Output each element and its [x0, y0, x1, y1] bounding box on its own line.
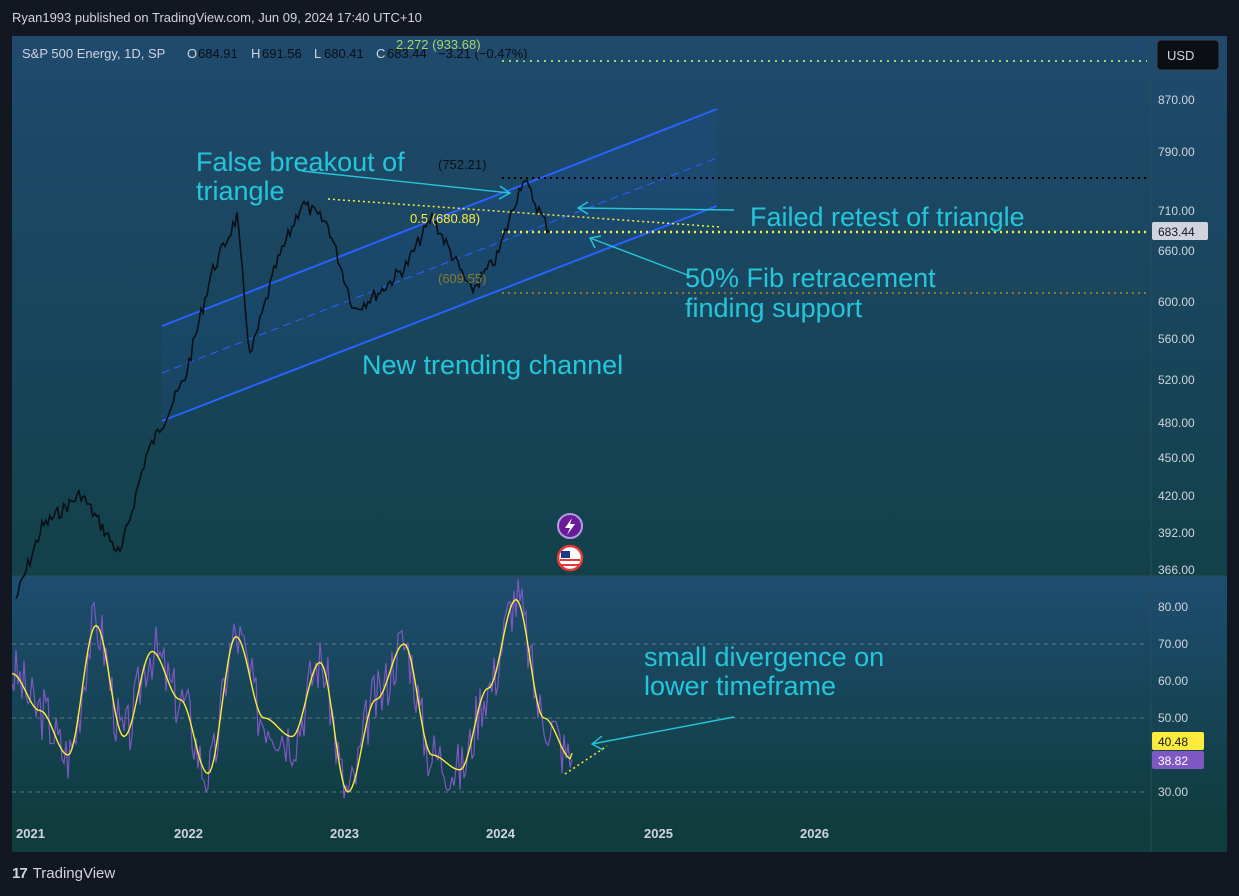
legend-c-value: 683.44	[387, 46, 427, 61]
price-badge-text: 683.44	[1158, 225, 1195, 239]
legend-c-label: C	[376, 46, 385, 61]
rsi-tick: 30.00	[1158, 785, 1188, 799]
legend-change: −3.21 (−0.47%)	[438, 46, 528, 61]
price-tick: 420.00	[1158, 489, 1195, 503]
rsi-ma-badge-text: 40.48	[1158, 735, 1188, 749]
price-axis[interactable]: 870.00 790.00 710.00 660.00 600.00 560.0…	[1158, 93, 1195, 577]
price-tick: 710.00	[1158, 204, 1195, 218]
rsi-ma-badge: 40.48	[1152, 732, 1204, 750]
channel-fill	[162, 109, 717, 421]
annotation-fib-support-2: finding support	[685, 293, 863, 323]
rsi-tick: 60.00	[1158, 674, 1188, 688]
channel-upper-line[interactable]	[161, 108, 718, 327]
price-tick: 560.00	[1158, 332, 1195, 346]
us-flag-icon[interactable]	[556, 544, 584, 572]
rsi-tick: 80.00	[1158, 600, 1188, 614]
legend-o-label: O	[187, 46, 197, 61]
legend-symbol: S&P 500 Energy, 1D, SP	[22, 46, 165, 61]
fib-mid-label: 0.5 (680.88)	[410, 211, 480, 226]
price-tick: 450.00	[1158, 451, 1195, 465]
legend-h-label: H	[251, 46, 260, 61]
price-tick: 480.00	[1158, 416, 1195, 430]
rsi-pane-bg	[12, 576, 1227, 816]
price-candles[interactable]	[15, 179, 550, 599]
time-axis-bg	[12, 816, 1227, 852]
time-tick: 2025	[644, 826, 673, 841]
annotation-divergence-2: lower timeframe	[644, 671, 836, 701]
price-tick: 366.00	[1158, 563, 1195, 577]
annotation-fib-support-1: 50% Fib retracement	[685, 263, 936, 293]
rsi-tick: 50.00	[1158, 711, 1188, 725]
tradingview-brand: TradingView	[32, 865, 116, 882]
tradingview-footer[interactable]: 17 TradingView	[12, 865, 115, 882]
currency-button[interactable]: USD	[1156, 39, 1220, 71]
price-tick: 870.00	[1158, 93, 1195, 107]
published-header: Ryan1993 published on TradingView.com, J…	[12, 10, 422, 25]
rsi-axis[interactable]: 80.00 70.00 60.00 50.00 30.00	[1158, 600, 1188, 799]
price-badge: 683.44	[1152, 222, 1208, 240]
fib-low-label: (609.55)	[438, 271, 486, 286]
rsi-tick: 70.00	[1158, 637, 1188, 651]
channel-mid-line	[161, 157, 718, 374]
divergence-line	[564, 745, 608, 775]
price-tick: 392.00	[1158, 526, 1195, 540]
time-tick: 2024	[486, 826, 516, 841]
annotation-false-breakout-2: triangle	[196, 176, 285, 206]
legend-l-label: L	[314, 46, 321, 61]
time-axis[interactable]: 2021 2022 2023 2024 2025 2026	[16, 826, 829, 841]
price-tick: 520.00	[1158, 373, 1195, 387]
lightning-icon[interactable]	[557, 513, 583, 539]
time-tick: 2023	[330, 826, 359, 841]
chart-panel[interactable]: S&P 500 Energy, 1D, SP O 684.91 H 691.56…	[11, 36, 1227, 852]
time-tick: 2022	[174, 826, 203, 841]
time-tick: 2021	[16, 826, 45, 841]
price-tick: 600.00	[1158, 295, 1195, 309]
annotation-false-breakout-1: False breakout of	[196, 147, 405, 177]
annotation-failed-retest: Failed retest of triangle	[750, 202, 1025, 232]
tradingview-logo-icon: 17	[12, 865, 28, 882]
rsi-badge-text: 38.82	[1158, 754, 1188, 768]
rsi-badge: 38.82	[1152, 751, 1204, 769]
legend-h-value: 691.56	[262, 46, 302, 61]
annotation-channel: New trending channel	[362, 350, 623, 380]
time-tick: 2026	[800, 826, 829, 841]
price-tick: 660.00	[1158, 244, 1195, 258]
annotation-divergence-1: small divergence on	[644, 642, 884, 672]
legend-l-value: 680.41	[324, 46, 364, 61]
rsi-ma-line[interactable]	[11, 598, 573, 793]
fib-high-label: (752.21)	[438, 157, 486, 172]
fib-top-label: 2.272 (933.68)	[396, 37, 481, 52]
channel-lower-line[interactable]	[161, 205, 718, 422]
chart-svg[interactable]: S&P 500 Energy, 1D, SP O 684.91 H 691.56…	[11, 36, 1227, 852]
currency-label: USD	[1167, 48, 1194, 63]
legend-o-value: 684.91	[198, 46, 238, 61]
price-tick: 790.00	[1158, 145, 1195, 159]
annotation-arrows	[301, 170, 735, 751]
triangle-line	[327, 198, 721, 228]
price-pane-bg	[12, 36, 1227, 576]
